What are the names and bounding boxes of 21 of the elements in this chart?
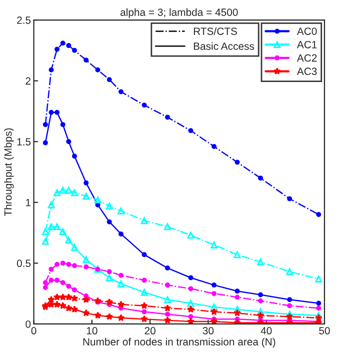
x-tick-label: 0	[31, 327, 36, 334]
y-tick-label: 2	[26, 77, 30, 85]
legend-label: Basic Access	[194, 42, 254, 50]
y-axis-title: Throughput (Mbps)	[4, 128, 14, 216]
legend-label: AC3	[296, 68, 317, 76]
y-tick-label: 0.5	[16, 260, 31, 268]
x-tick-label: 10	[86, 327, 98, 334]
legend-label: RTS/CTS	[194, 27, 237, 35]
legend-label: AC0	[296, 28, 317, 35]
x-tick-label: 30	[202, 327, 214, 334]
y-tick-label: 0	[26, 320, 31, 328]
legend-label: AC2	[296, 54, 317, 62]
x-tick-label: 40	[260, 327, 272, 334]
chart-title: alpha = 3; lambda = 4500	[120, 8, 238, 18]
y-tick-label: 1.5	[17, 138, 31, 146]
y-tick-label: 1	[26, 198, 31, 206]
x-axis-title: Number of nodes in transmission area (N)	[83, 338, 276, 348]
y-tick-label: 2.5	[17, 16, 31, 24]
x-tick-label: 50	[319, 327, 330, 334]
legend-label: AC1	[296, 40, 317, 48]
x-tick-label: 20	[144, 327, 156, 334]
